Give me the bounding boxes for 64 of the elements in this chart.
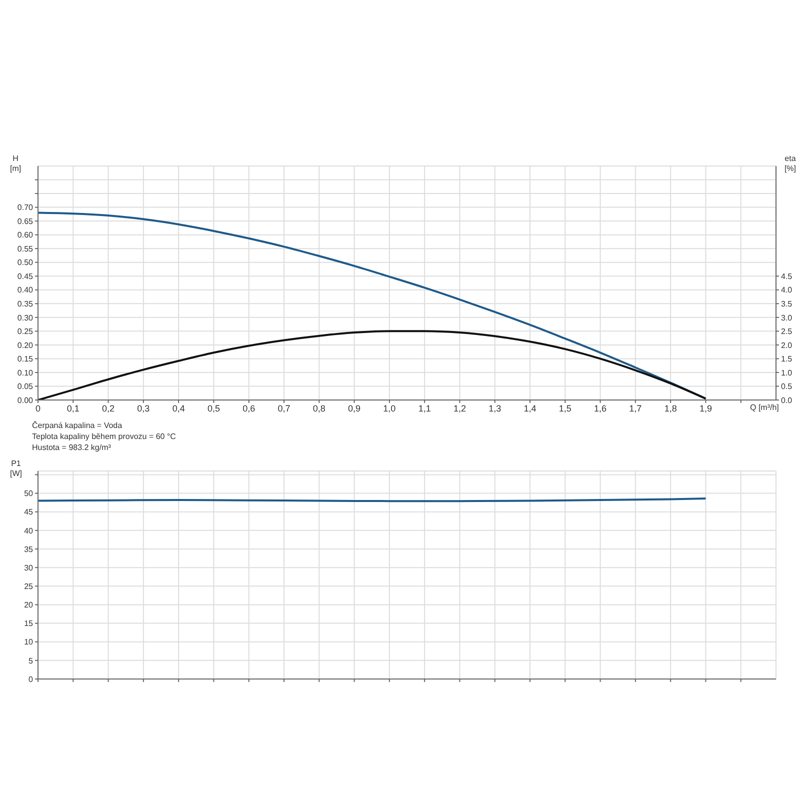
y-tick-label: 0.70 xyxy=(17,203,34,212)
y-tick-label: 40 xyxy=(24,526,34,536)
x-tick-label: 0,3 xyxy=(137,403,150,414)
x-axis-title: Q [m³/h] xyxy=(750,403,779,412)
x-tick-label: 1,4 xyxy=(524,403,536,414)
y-tick-label: 0.55 xyxy=(17,244,34,254)
y-tick-label: 25 xyxy=(24,582,34,591)
x-tick-label: 1,1 xyxy=(418,403,431,414)
y-tick-label: 5 xyxy=(28,656,34,666)
y-tick-label: 0.10 xyxy=(17,368,34,378)
y-tick-label: 15 xyxy=(24,619,34,628)
x-tick-label: 1,3 xyxy=(488,403,502,414)
y-tick-label: 10 xyxy=(24,638,34,647)
y-tick-label: 35 xyxy=(24,544,34,554)
y-tick-label: 0.65 xyxy=(17,216,34,226)
y2-tick-label: 1.0 xyxy=(781,368,793,378)
x-tick-label: 1,6 xyxy=(594,403,607,414)
y-tick-label: 0.30 xyxy=(17,313,34,322)
y-tick-label: 0.05 xyxy=(17,382,34,392)
text: Hustota = 983.2 kg/m³ xyxy=(32,442,112,453)
x-tick-label: 1,9 xyxy=(699,403,712,414)
line-series xyxy=(38,330,707,400)
x-tick-label: 0,5 xyxy=(207,403,220,414)
y2-axis-title: eta [%] xyxy=(784,154,796,174)
x-tick-label: 0 xyxy=(35,403,41,414)
y-tick-label: 0.00 xyxy=(17,396,34,405)
y-tick-label: 50 xyxy=(24,489,34,498)
y2-tick-label: 3.0 xyxy=(781,313,793,322)
x-tick-label: 0,7 xyxy=(278,403,290,414)
y-tick-label: 20 xyxy=(24,600,34,610)
y2-tick-label: 2.0 xyxy=(781,340,793,350)
y2-tick-label: 4.0 xyxy=(781,286,793,295)
y-tick-label: 0.15 xyxy=(17,354,34,364)
y2-tick-label: 1.5 xyxy=(781,354,793,364)
y2-tick-label: 3.5 xyxy=(781,299,793,308)
y-tick-label: 0.40 xyxy=(17,286,34,295)
y2-tick-label: 2.5 xyxy=(781,327,793,336)
y2-tick-label: 0.5 xyxy=(781,382,793,392)
y2-tick-label: 4.5 xyxy=(781,272,793,281)
y-tick-label: 30 xyxy=(24,563,34,572)
y-tick-label: 0.50 xyxy=(17,258,34,268)
y2-tick-label: 0.0 xyxy=(781,396,793,405)
x-tick-label: 0,1 xyxy=(66,403,80,414)
y-tick-label: 0.35 xyxy=(17,299,34,308)
x-tick-label: 1,5 xyxy=(558,403,572,414)
x-tick-label: 0,6 xyxy=(242,403,256,414)
y-axis-title: P1 [W] xyxy=(10,459,22,479)
y-tick-label: 0.60 xyxy=(17,230,34,240)
y-tick-label: 0.25 xyxy=(17,327,34,336)
y-axis-title: H [m] xyxy=(10,154,22,174)
y-tick-label: 0.45 xyxy=(17,272,34,281)
x-tick-label: 1,7 xyxy=(629,403,642,414)
x-tick-label: 0,9 xyxy=(348,403,361,414)
text: Teplota kapaliny během provozu = 60 °C xyxy=(32,431,177,442)
x-tick-label: 1,2 xyxy=(453,403,466,414)
y-tick-label: 45 xyxy=(24,508,34,517)
x-tick-label: 0,8 xyxy=(312,403,326,414)
y-tick-label: 0 xyxy=(28,674,34,684)
x-tick-label: 0,4 xyxy=(172,403,185,414)
x-tick-label: 1,8 xyxy=(664,403,677,414)
y-tick-label: 0.20 xyxy=(17,340,34,350)
x-tick-label: 1,0 xyxy=(383,403,396,414)
text: Čerpaná kapalina = Voda xyxy=(32,420,124,431)
x-tick-label: 0,2 xyxy=(102,403,115,414)
